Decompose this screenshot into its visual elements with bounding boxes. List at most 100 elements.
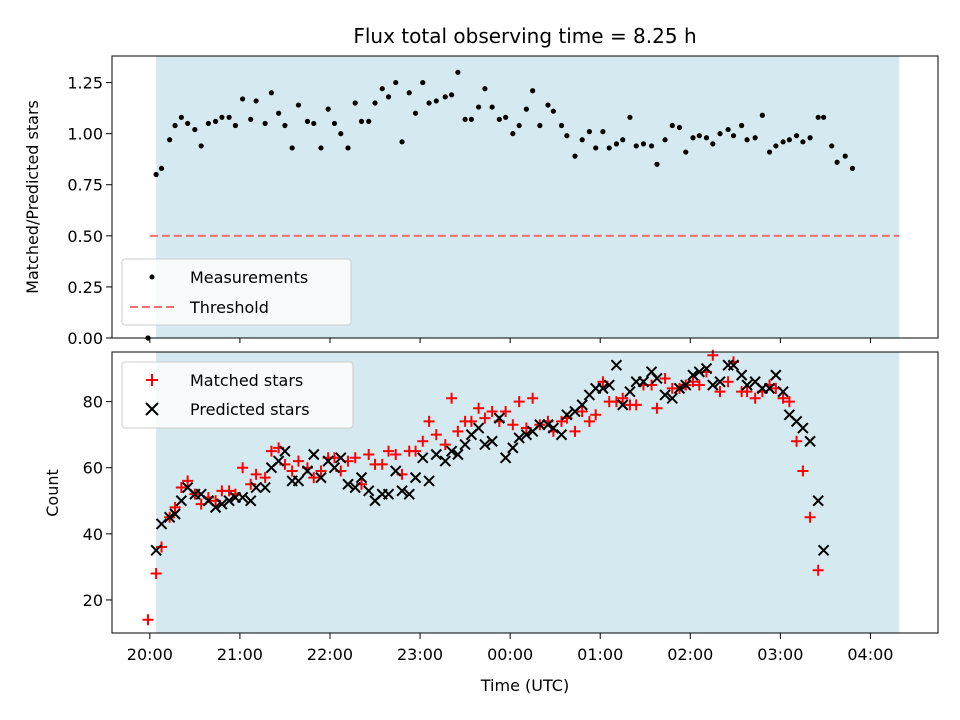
predicted-star-point [272,455,285,467]
predicted-star-point [479,438,491,451]
predicted-star-point [714,376,726,388]
predicted-star-point [693,366,706,378]
predicted-star-point [259,481,271,494]
legend-measurements-label: Measurements [190,268,308,287]
measurement-point [232,122,239,129]
measurement-point [676,124,683,131]
predicted-star-point [770,369,782,381]
measurement-point [219,114,225,120]
predicted-star-point [727,359,740,371]
measurement-point [829,143,835,149]
predicted-star-point [499,452,512,464]
measurement-point [593,145,599,151]
matched-star-point [583,415,595,427]
matched-star-point [617,392,629,404]
matched-star-point [315,465,327,477]
measurement-point [744,137,750,143]
matched-star-point [659,372,671,384]
measurement-point [262,120,268,127]
predicted-star-point [163,511,176,524]
measurement-point [550,108,556,114]
top-plot-border [111,55,939,339]
measurement-point [523,106,529,112]
predicted-star-point [390,465,402,477]
predicted-star-point [439,455,451,467]
predicted-star-point [342,478,354,490]
predicted-star-point [308,448,320,461]
measurement-point [613,141,620,147]
predicted-star-point [520,428,533,441]
bottom-marks [142,349,830,626]
x-tick-label: 03:00 [757,645,803,664]
measurement-point [725,126,731,133]
measurement-point [325,106,331,112]
bottom-plot-border [111,351,939,634]
measurement-point [153,171,159,178]
predicted-star-point [797,422,809,434]
predicted-star-point [817,544,830,557]
predicted-star-point [777,385,789,398]
y-tick-label: 0.50 [67,227,103,246]
predicted-star-point [459,438,471,451]
predicted-star-point [236,491,249,504]
measurement-point [766,149,773,155]
measurement-point [420,79,426,86]
y-tick-label: 20 [83,591,103,610]
measurement-point [654,161,660,167]
predicted-star-point [542,419,554,431]
matched-star-point [223,485,235,497]
measurement-point [759,112,765,118]
predicted-star-point [363,485,375,497]
measurement-point [212,118,219,124]
measurement-point [433,98,439,104]
measurement-point [773,143,779,149]
predicted-star-point [349,481,361,494]
matched-star-point [479,412,491,424]
predicted-star-point [423,475,435,487]
matched-star-point [590,409,602,421]
predicted-star-point [624,385,636,398]
measurement-point [442,94,448,100]
matched-star-point [722,376,734,388]
predicted-star-point [209,501,222,514]
matched-star-point [410,445,422,457]
bottom-y-ticks: 20 40 60 80 [83,393,112,610]
top-legend-box [121,258,352,326]
top-y-ticks: 0.00 0.25 0.50 0.75 1.00 1.25 [67,74,112,348]
legend-matched-marker [146,374,158,386]
measurement-point [752,135,758,141]
measurement-point [345,145,351,151]
measurement-point [696,133,702,139]
predicted-star-point [610,359,623,371]
x-tick-label: 22:00 [307,645,353,664]
measurement-point [476,104,482,110]
matched-star-point [439,439,451,451]
measurement-point [717,131,723,137]
measurement-point [489,104,495,110]
predicted-star-point [576,399,588,411]
y-tick-label: 0.25 [67,278,103,297]
matched-star-point [376,458,388,470]
matched-star-point [182,475,194,487]
predicted-star-point [292,475,305,487]
measurement-point [318,145,324,151]
measurement-point [358,118,365,124]
predicted-star-point [617,399,629,411]
top-marks [145,69,900,341]
matched-star-point [169,501,181,513]
measurement-point [503,114,509,120]
measurement-point [385,94,392,100]
predicted-star-point [452,448,464,461]
measurement-point [352,100,358,106]
bottom-legend-box [121,361,354,429]
measurement-point [662,137,668,143]
measurement-point [406,90,412,96]
measurement-point [834,159,840,165]
predicted-star-point [637,376,650,388]
measurement-point [530,88,536,94]
predicted-star-point [216,498,228,510]
matched-star-point [693,379,705,391]
predicted-star-point [555,428,568,441]
predicted-star-point [409,471,422,484]
